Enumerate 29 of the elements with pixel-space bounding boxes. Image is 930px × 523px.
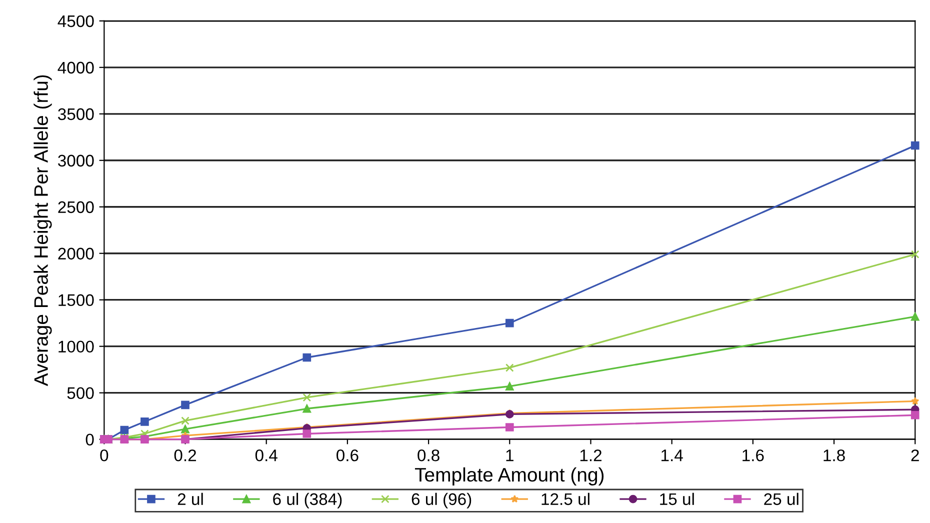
- legend-label: 6 ul (384): [273, 492, 342, 508]
- y-tick-label: 3000: [58, 154, 94, 167]
- y-tick-label: 4500: [58, 15, 94, 28]
- legend-label: 25 ul: [764, 492, 798, 506]
- x-tick-label: 0.4: [255, 449, 278, 462]
- y-tick-label: 2500: [58, 201, 94, 214]
- x-tick-label: 1.8: [824, 449, 845, 462]
- x-tick-label: 1.4: [662, 450, 683, 462]
- x-tick-label: 1: [506, 450, 514, 462]
- y-tick-label: 0: [86, 434, 94, 446]
- x-tick-label: 1.6: [742, 449, 764, 462]
- x-axis-title: Template Amount (ng): [414, 467, 604, 486]
- x-tick-label: 0: [100, 449, 108, 462]
- y-tick-label: 2000: [58, 248, 94, 260]
- legend-label: 12.5 ul: [542, 492, 590, 506]
- x-tick-label: 0.8: [418, 449, 440, 462]
- x-tick-label: 2: [911, 449, 919, 462]
- legend-label: 2 ul: [178, 492, 203, 506]
- y-axis-title: Average Peak Height Per Allele (rfu): [34, 75, 52, 386]
- y-tick-label: 500: [67, 387, 94, 400]
- legend-label: 6 ul (96): [412, 492, 472, 508]
- legend-label: 15 ul: [660, 492, 694, 506]
- x-tick-label: 1.2: [580, 449, 602, 462]
- x-tick-label: 0.2: [174, 449, 196, 462]
- y-tick-label: 1500: [58, 294, 94, 306]
- y-tick-label: 3500: [58, 108, 94, 120]
- y-tick-label: 1000: [58, 340, 94, 353]
- x-tick-label: 0.6: [336, 449, 358, 462]
- y-tick-label: 4000: [58, 62, 94, 74]
